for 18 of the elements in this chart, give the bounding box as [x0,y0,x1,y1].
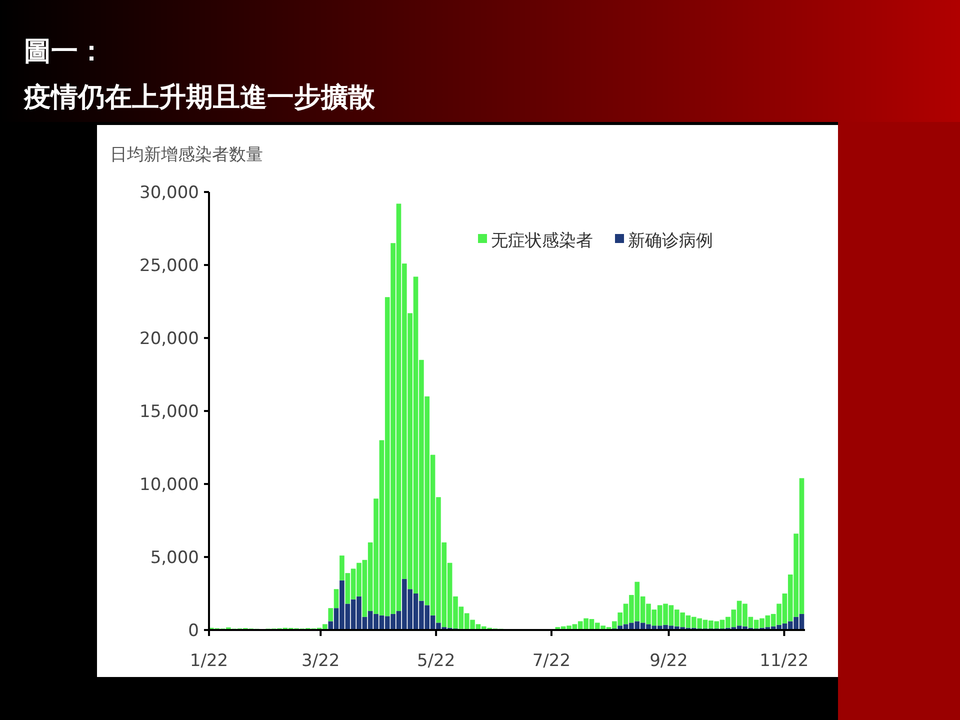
x-tick-label: 1/22 [190,651,228,671]
legend-label: 新确诊病例 [628,230,713,251]
legend-label: 无症状感染者 [491,230,593,251]
y-tick-label: 10,000 [140,474,199,495]
y-tick-label: 25,000 [140,256,199,276]
y-axis-title: 日均新增感染者数量 [110,145,263,165]
x-tick-label: 11/22 [760,651,809,671]
x-tick-label: 3/22 [302,651,340,671]
x-tick-label: 9/22 [650,651,688,671]
chart-title: 圖一： [24,36,105,67]
y-tick-label: 15,000 [140,402,199,422]
y-tick-label: 20,000 [140,328,199,349]
y-tick-label: 5,000 [150,548,199,568]
chart-subtitle: 疫情仍在上升期且進一步擴散 [23,82,376,113]
x-tick-label: 5/22 [416,651,456,671]
y-tick-label: 30,000 [140,182,199,203]
x-tick-label: 7/22 [532,651,571,671]
y-tick-label: 0 [188,620,199,641]
